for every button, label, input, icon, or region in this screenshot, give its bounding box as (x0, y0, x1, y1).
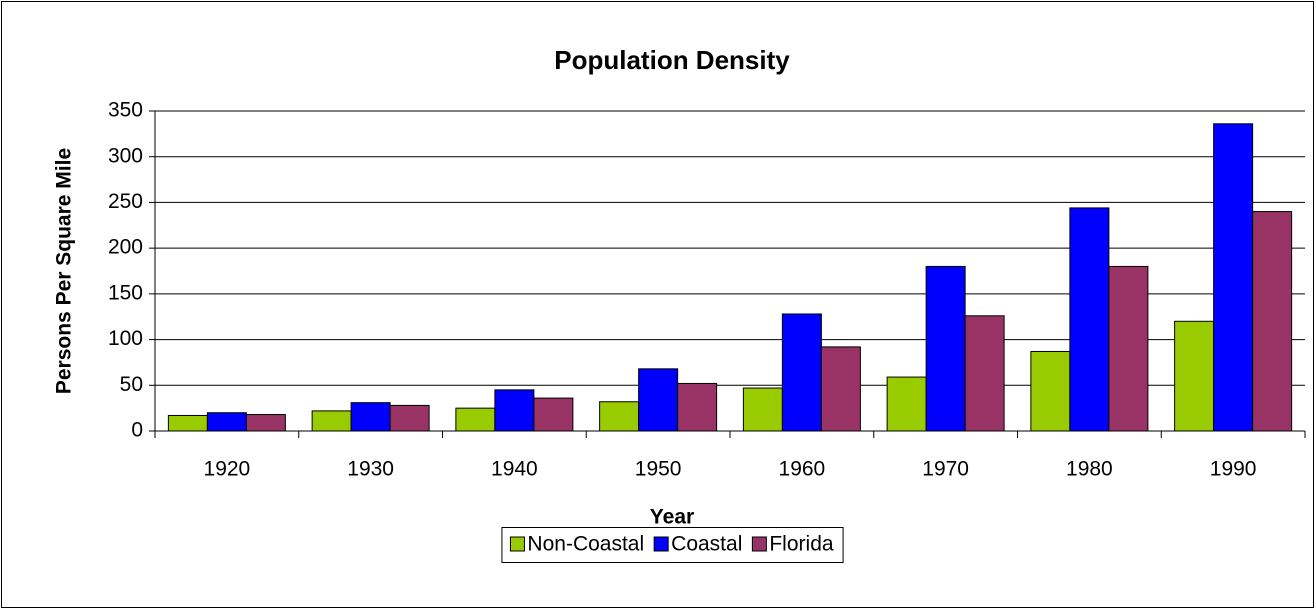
legend-swatch (653, 536, 669, 552)
y-tick-label: 200 (108, 236, 143, 259)
bar (1108, 265, 1149, 432)
bar (599, 401, 640, 432)
y-tick-label: 100 (108, 327, 143, 350)
bar (1069, 207, 1110, 432)
legend-box (501, 527, 844, 563)
bar (533, 397, 574, 432)
x-tick-label: 1960 (779, 458, 826, 481)
bar (638, 368, 679, 432)
x-tick-label: 1940 (491, 458, 538, 481)
bar (494, 389, 535, 432)
bar (886, 376, 927, 432)
y-tick-label: 0 (131, 419, 143, 442)
bar (1252, 211, 1293, 432)
bar (455, 407, 496, 432)
bar (677, 382, 718, 432)
bar (245, 414, 286, 432)
bar (742, 387, 783, 432)
legend-swatch (751, 536, 767, 552)
bar (167, 414, 208, 432)
bar (964, 315, 1005, 432)
y-tick-label: 250 (108, 190, 143, 213)
bar (311, 410, 352, 432)
y-tick-label: 350 (108, 99, 143, 122)
legend-swatch (509, 536, 525, 552)
bar (1213, 123, 1254, 432)
bar (1030, 350, 1071, 432)
x-tick-label: 1950 (635, 458, 682, 481)
bar (781, 313, 822, 432)
chart-title: Population Density (554, 45, 790, 75)
x-tick-label: 1930 (347, 458, 394, 481)
y-tick-label: 150 (108, 281, 143, 304)
bar (389, 404, 430, 432)
y-tick-label: 300 (108, 144, 143, 167)
legend-label: Non-Coastal (527, 533, 644, 556)
y-tick-label: 50 (120, 373, 143, 396)
y-axis-title: Persons Per Square Mile (53, 148, 76, 394)
bar (206, 412, 247, 432)
legend-label: Florida (769, 533, 834, 556)
bar (820, 346, 861, 432)
x-tick-label: 1920 (204, 458, 251, 481)
bar (925, 265, 966, 432)
bar (1174, 320, 1215, 432)
x-axis-title: Year (650, 506, 694, 529)
legend-label: Coastal (671, 533, 742, 556)
bar (350, 402, 391, 432)
x-tick-label: 1970 (922, 458, 969, 481)
x-tick-label: 1980 (1066, 458, 1113, 481)
x-tick-label: 1990 (1210, 458, 1257, 481)
